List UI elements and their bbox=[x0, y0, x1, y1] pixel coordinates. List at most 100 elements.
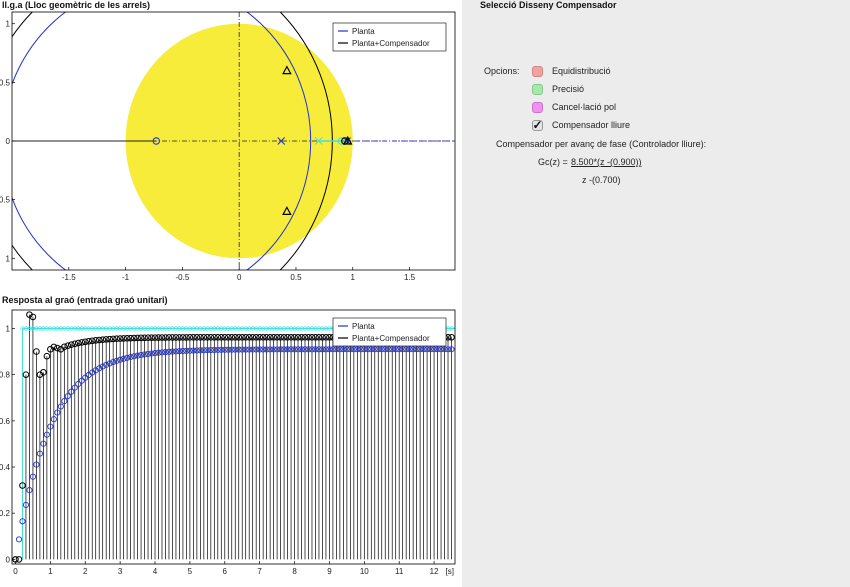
y-tick-label: 1 bbox=[6, 20, 11, 29]
y-tick-label: 0 bbox=[6, 555, 11, 564]
option-label: Precisió bbox=[552, 84, 585, 94]
planta-marker bbox=[43, 431, 50, 438]
planta-marker bbox=[246, 346, 253, 353]
compensated-marker bbox=[15, 556, 23, 563]
checkbox-cancelacio-pol[interactable] bbox=[532, 101, 543, 113]
planta-marker bbox=[235, 346, 242, 353]
planta-marker bbox=[22, 501, 30, 508]
planta-marker bbox=[417, 346, 424, 353]
compensated-marker bbox=[78, 339, 86, 346]
gc-numerator: 8.500*(z -(0.900)) bbox=[571, 157, 642, 167]
planta-marker bbox=[350, 346, 357, 353]
planta-zero-marker bbox=[152, 137, 161, 145]
compensated-marker bbox=[312, 333, 319, 341]
planta-marker bbox=[375, 346, 382, 353]
step-response-plot[interactable]: 0 1 2 3 4 5 6 7 8 9 10 11 12 [s]10.80.60.40.20PlantaP… bbox=[0, 295, 460, 587]
planta-marker bbox=[193, 347, 200, 354]
planta-marker bbox=[249, 346, 256, 353]
planta-marker bbox=[165, 348, 173, 355]
y-tick-label: 1 bbox=[6, 254, 11, 263]
compensated-marker bbox=[315, 333, 323, 341]
planta-marker bbox=[326, 346, 333, 353]
option-label: Equidistribució bbox=[552, 66, 611, 76]
planta-marker bbox=[315, 346, 323, 353]
compensated-marker bbox=[22, 371, 30, 378]
compensated-marker bbox=[19, 482, 26, 489]
compensated-marker bbox=[67, 341, 75, 349]
planta-marker bbox=[239, 346, 246, 353]
option-label: Compensador lliure bbox=[552, 120, 631, 130]
x-tick-label: 0.5 bbox=[290, 273, 302, 280]
compensated-marker bbox=[29, 313, 37, 321]
reference-marker bbox=[449, 326, 454, 331]
planta-marker bbox=[437, 346, 445, 353]
planta-marker bbox=[336, 346, 343, 353]
planta-marker bbox=[357, 346, 364, 353]
compensated-marker bbox=[224, 333, 232, 341]
compensated-marker bbox=[102, 336, 110, 343]
compensated-marker bbox=[200, 334, 208, 341]
planta-marker bbox=[68, 388, 75, 395]
planta-marker bbox=[420, 346, 427, 353]
x-tick-label: 1.5 bbox=[404, 273, 416, 280]
planta-marker bbox=[124, 354, 131, 361]
planta-marker bbox=[33, 461, 40, 468]
planta-marker bbox=[92, 367, 99, 374]
checkbox-precisio[interactable] bbox=[532, 83, 543, 95]
planta-marker bbox=[431, 346, 438, 353]
y-tick-label: 0.8 bbox=[0, 371, 11, 380]
compensated-marker bbox=[109, 335, 117, 343]
planta-marker bbox=[141, 351, 148, 358]
compensated-marker bbox=[266, 333, 274, 341]
checkbox-compensador-lliure[interactable]: ✓ bbox=[532, 119, 543, 131]
option-compensador-lliure[interactable]: ✓ Compensador lliure bbox=[532, 118, 630, 132]
checkbox-equidistribucio[interactable] bbox=[532, 65, 543, 77]
compensated-marker bbox=[228, 333, 236, 341]
planta-marker bbox=[281, 346, 288, 353]
compensated-marker bbox=[235, 333, 243, 341]
compensated-marker bbox=[179, 334, 187, 341]
x-tick-label: 1 bbox=[351, 273, 356, 280]
option-precisio[interactable]: Precisió bbox=[532, 82, 584, 96]
planta-marker bbox=[322, 346, 329, 353]
compensated-marker bbox=[123, 334, 131, 342]
planta-marker bbox=[441, 346, 448, 353]
compensated-marker bbox=[256, 333, 263, 341]
compensated-marker bbox=[141, 334, 148, 342]
planta-marker bbox=[172, 348, 179, 355]
legend-label-compensador: Planta+Compensador bbox=[352, 39, 430, 48]
compensated-marker bbox=[134, 334, 141, 342]
compensated-marker bbox=[221, 333, 229, 341]
planta-marker bbox=[291, 346, 298, 353]
compensated-marker bbox=[130, 334, 138, 342]
planta-marker bbox=[267, 346, 274, 353]
panel-title: Selecció Disseny Compensador bbox=[480, 0, 617, 10]
planta-marker bbox=[274, 346, 281, 353]
compensated-marker bbox=[186, 334, 194, 341]
planta-marker bbox=[424, 346, 431, 353]
planta-marker bbox=[392, 346, 399, 353]
legend-label-compensador: Planta+Compensador bbox=[352, 334, 430, 343]
planta-marker bbox=[19, 518, 26, 525]
x-tick-label: 0 bbox=[237, 273, 242, 280]
planta-marker bbox=[120, 355, 127, 362]
planta-marker bbox=[301, 346, 309, 353]
option-cancelacio-pol[interactable]: Cancel·lació pol bbox=[532, 100, 616, 114]
compensated-marker bbox=[305, 333, 312, 341]
planta-marker bbox=[40, 440, 47, 447]
planta-marker bbox=[444, 346, 452, 353]
planta-marker bbox=[288, 346, 295, 353]
compensated-marker bbox=[308, 333, 316, 341]
planta-marker bbox=[47, 423, 54, 430]
planta-marker bbox=[284, 346, 291, 353]
compensated-marker bbox=[270, 333, 277, 341]
gc-label: Gc(z) = bbox=[538, 157, 568, 167]
option-equidistribucio[interactable]: Equidistribució bbox=[532, 64, 611, 78]
planta-marker bbox=[204, 347, 211, 354]
x-tick-label: 1 bbox=[48, 567, 53, 576]
planta-marker bbox=[221, 346, 228, 353]
closed-loop-pole-marker bbox=[282, 206, 292, 215]
root-locus-plot[interactable]: -1.5 -1 -0.5 0 0.5 1 1.5 1 0.5 0 0.5 1 Planta Planta+… bbox=[0, 0, 460, 280]
compensated-marker bbox=[172, 334, 180, 341]
planta-locus-circle bbox=[12, 12, 312, 270]
